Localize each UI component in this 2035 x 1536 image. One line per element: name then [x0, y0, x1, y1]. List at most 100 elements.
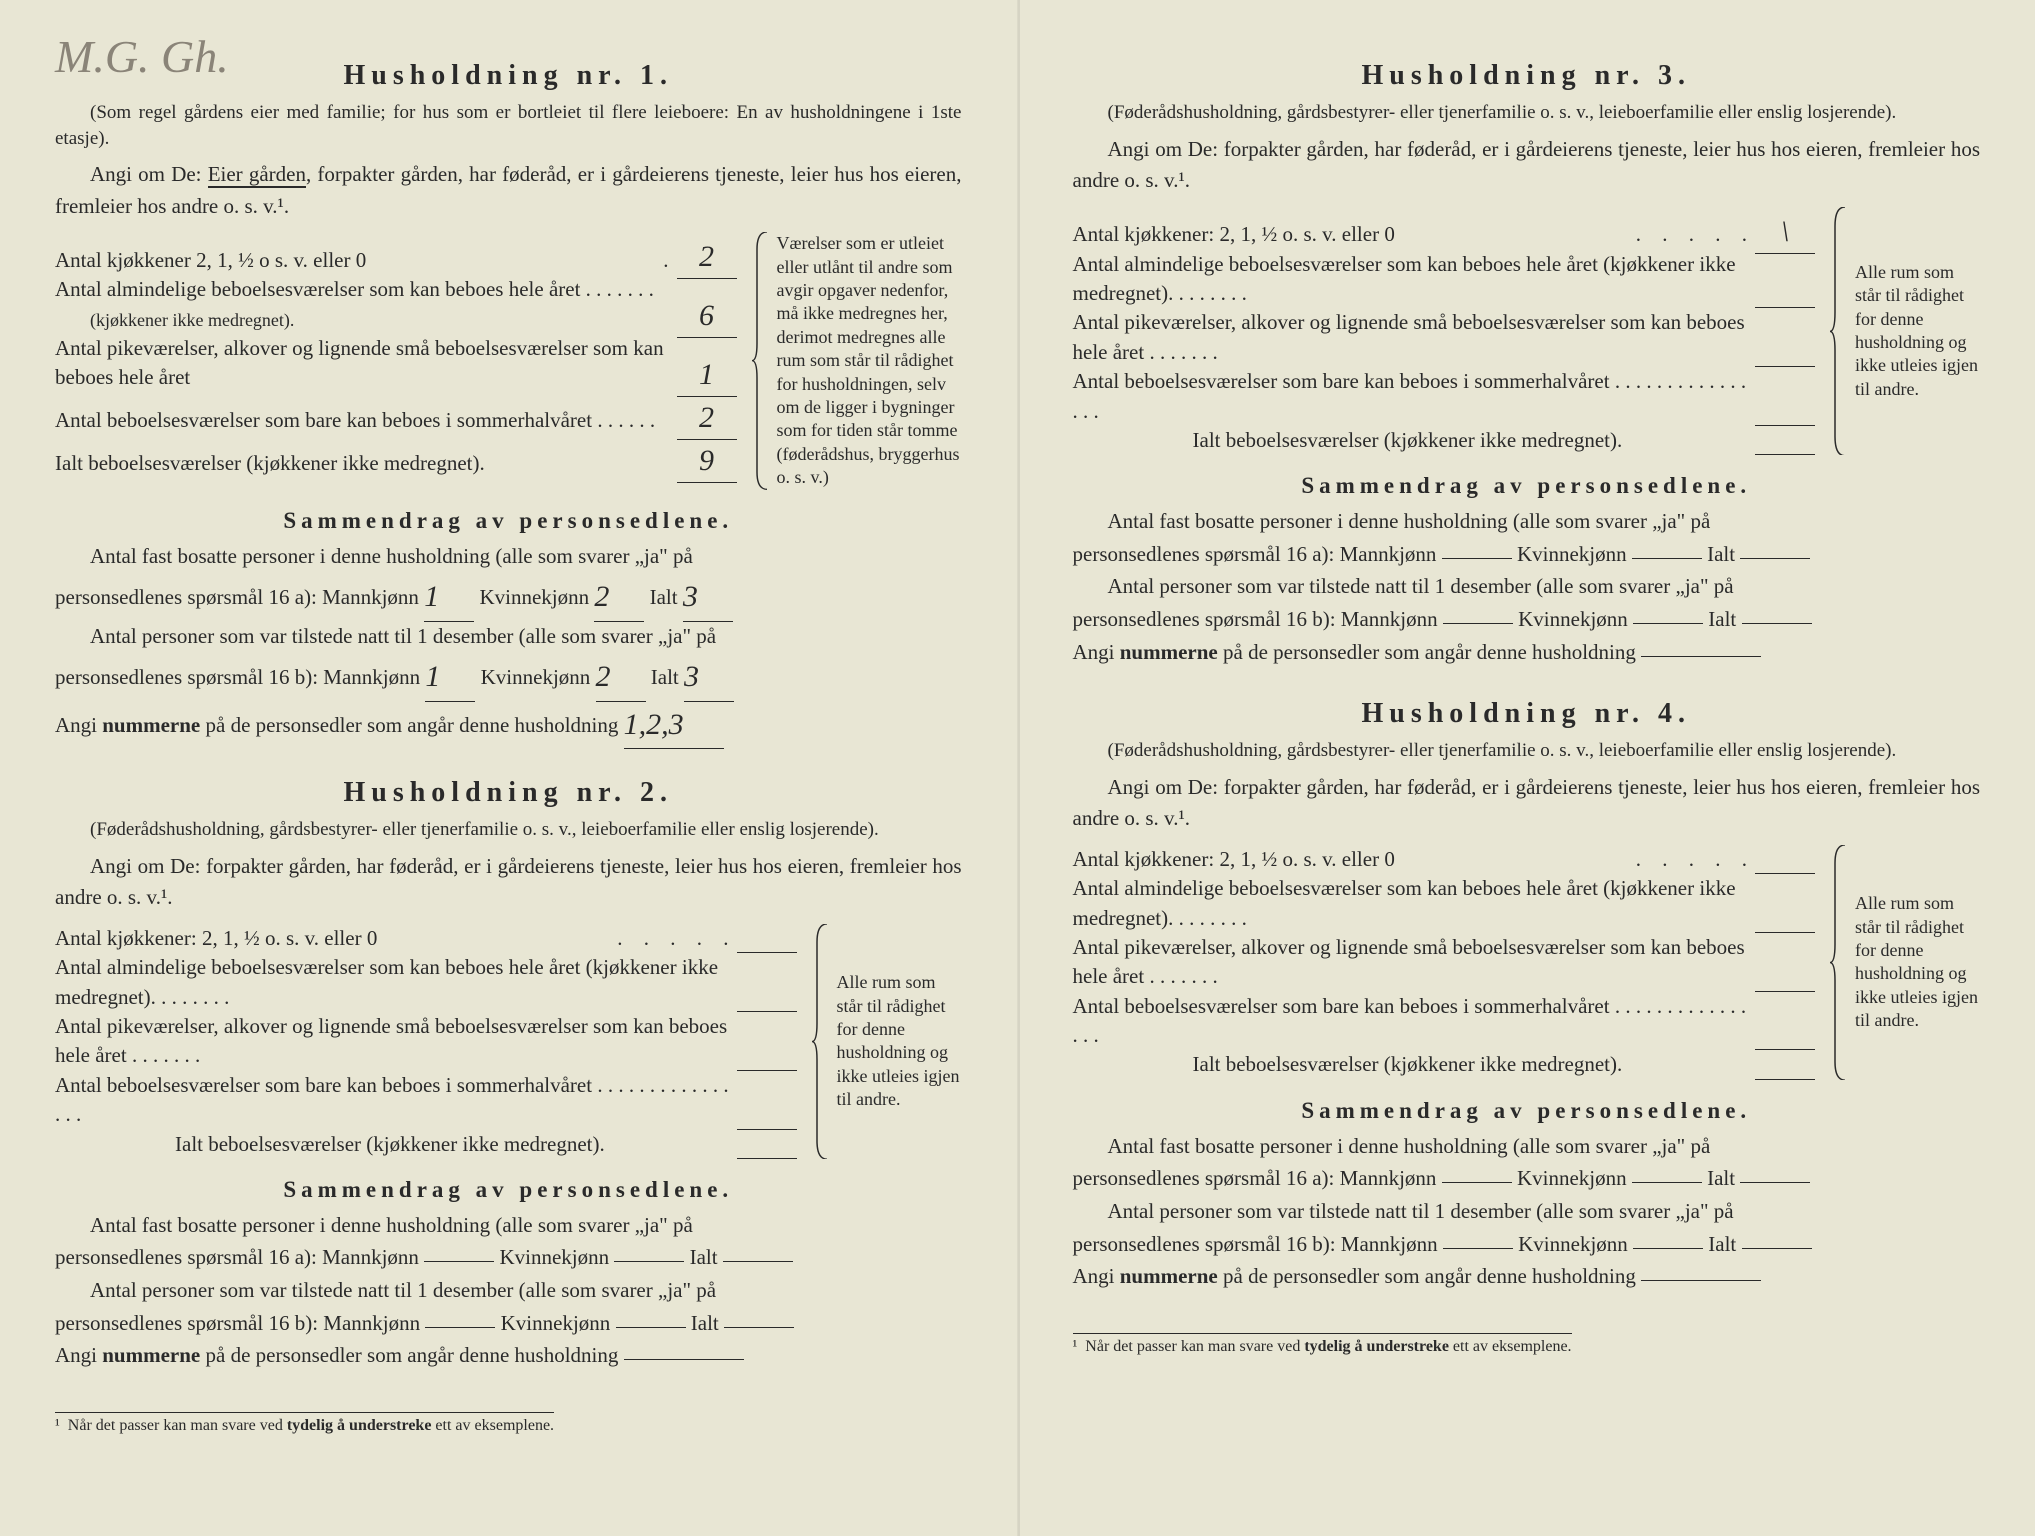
rooms-label: Antal almindelige beboelsesværelser som … — [55, 277, 580, 301]
kitchens-label2: Antal kjøkkener: 2, 1, ½ o. s. v. eller … — [55, 924, 617, 953]
kv-label2c: Kvinnekjønn — [501, 1311, 611, 1335]
hh3-rows: Antal kjøkkener: 2, 1, ½ o. s. v. eller … — [1073, 207, 1981, 456]
s1b-label: personsedlenes spørsmål 16 a): Mannkjønn — [55, 585, 419, 609]
dots: . — [663, 246, 676, 275]
s2b-label2: personsedlenes spørsmål 16 b): Mannkjønn — [55, 1311, 420, 1335]
brace-icon — [1830, 207, 1850, 456]
dots: . . . . . . . — [586, 277, 654, 301]
pike-value: 1 — [677, 354, 737, 397]
kitchens-value2 — [737, 929, 797, 953]
hh3-subtitle: (Føderådshusholdning, gårdsbestyrer- ell… — [1073, 100, 1981, 126]
hh2-rows: Antal kjøkkener: 2, 1, ½ o. s. v. eller … — [55, 924, 962, 1159]
kitchens-value3: \ — [1755, 211, 1815, 254]
k2-val: 2 — [596, 654, 646, 702]
s1b-label3: personsedlenes spørsmål 16 a): Mannkjønn — [1073, 542, 1437, 566]
i1-val2 — [723, 1261, 793, 1262]
handwritten-annotation: M.G. Gh. — [55, 30, 229, 83]
row-pike: Antal pikeværelser, alkover og lignende … — [55, 334, 737, 393]
i2-val4 — [1742, 1248, 1812, 1249]
dots: . . . . . . . — [161, 985, 229, 1009]
ialt-label3: Ialt — [690, 1245, 718, 1269]
row-rooms: Antal almindelige beboelsesværelser som … — [55, 275, 737, 334]
dots: . . . . . . . — [1149, 964, 1217, 988]
i2-val2 — [724, 1327, 794, 1328]
rooms-note: (kjøkkener ikke medregnet). — [55, 310, 294, 330]
left-page: M.G. Gh. Husholdning nr. 1. (Som regel g… — [0, 0, 1018, 1536]
hh4-s2b: personsedlenes spørsmål 16 b): Mannkjønn… — [1073, 1228, 1981, 1261]
dots: . . . . . — [1636, 845, 1755, 874]
hh1-s1b: personsedlenes spørsmål 16 a): Mannkjønn… — [55, 572, 962, 620]
rooms-label2: Antal almindelige beboelsesværelser som … — [55, 955, 718, 1008]
m1-val: 1 — [424, 574, 474, 622]
brace-icon — [1830, 845, 1850, 1080]
footnote-num: ¹ — [55, 1417, 60, 1434]
hh4-numbers: Angi nummerne på de personsedler som ang… — [1073, 1260, 1981, 1293]
s1b-label2: personsedlenes spørsmål 16 a): Mannkjønn — [55, 1245, 419, 1269]
hh2-brace-note: Alle rum som står til rådighet for denne… — [812, 924, 962, 1159]
household-2: Husholdning nr. 2. (Føderådshusholdning,… — [55, 777, 962, 1372]
summer-value: 2 — [677, 397, 737, 440]
row-summer2: Antal beboelsesværelser som bare kan beb… — [55, 1071, 797, 1130]
total-label3: Ialt beboelsesværelser (kjøkkener ikke m… — [1193, 426, 1756, 455]
hh3-s2a: Antal personer som var tilstede natt til… — [1073, 570, 1981, 603]
ialt-label5: Ialt — [1707, 542, 1735, 566]
footnote-text2: Når det passer kan man svare ved tydelig… — [1085, 1338, 1571, 1355]
row-summer4: Antal beboelsesværelser som bare kan beb… — [1073, 992, 1816, 1051]
hh1-s1a: Antal fast bosatte personer i denne hush… — [55, 540, 962, 573]
rooms-label4: Antal almindelige beboelsesværelser som … — [1073, 876, 1736, 929]
kitchens-value4 — [1755, 850, 1815, 874]
brace-icon — [812, 924, 832, 1159]
summer-label2: Antal beboelsesværelser som bare kan beb… — [55, 1073, 592, 1097]
hh3-brace-note: Alle rum som står til rådighet for denne… — [1830, 207, 1980, 456]
row-total: Ialt beboelsesværelser (kjøkkener ikke m… — [55, 436, 737, 479]
num-prefix4: Angi nummerne på de personsedler som ang… — [1073, 1264, 1636, 1288]
hh3-s1b: personsedlenes spørsmål 16 a): Mannkjønn… — [1073, 538, 1981, 571]
hh3-angi: Angi om De: forpakter gården, har føderå… — [1073, 134, 1981, 197]
num-val: 1,2,3 — [624, 702, 724, 750]
pike-value4 — [1755, 968, 1815, 992]
brace-text4: Alle rum som står til rådighet for denne… — [1855, 892, 1980, 1032]
kv-label: Kvinnekjønn — [479, 585, 589, 609]
i2-val: 3 — [684, 654, 734, 702]
footnote-text: Når det passer kan man svare ved tydelig… — [68, 1417, 554, 1434]
m1-val2 — [424, 1261, 494, 1262]
hh1-rows: Antal kjøkkener 2, 1, ½ o s. v. eller 0 … — [55, 232, 962, 489]
s1b-label4: personsedlenes spørsmål 16 a): Mannkjønn — [1073, 1166, 1437, 1190]
i1-val4 — [1740, 1182, 1810, 1183]
hh4-title: Husholdning nr. 4. — [1073, 698, 1981, 730]
summer-label: Antal beboelsesværelser som bare kan beb… — [55, 408, 592, 432]
num-prefix2: Angi nummerne på de personsedler som ang… — [55, 1343, 618, 1367]
row-kitchens3: Antal kjøkkener: 2, 1, ½ o. s. v. eller … — [1073, 207, 1816, 250]
total-value4 — [1755, 1056, 1815, 1080]
hh2-subtitle: (Føderådshusholdning, gårdsbestyrer- ell… — [55, 817, 962, 843]
summer-label4: Antal beboelsesværelser som bare kan beb… — [1073, 994, 1610, 1018]
right-page: Husholdning nr. 3. (Føderådshusholdning,… — [1018, 0, 2035, 1536]
row-rooms2: Antal almindelige beboelsesværelser som … — [55, 953, 797, 1012]
m2-val4 — [1443, 1248, 1513, 1249]
total-label4: Ialt beboelsesværelser (kjøkkener ikke m… — [1193, 1050, 1756, 1079]
hh1-s2a: Antal personer som var tilstede natt til… — [55, 620, 962, 653]
rooms-label3: Antal almindelige beboelsesværelser som … — [1073, 252, 1736, 305]
m2-val3 — [1443, 623, 1513, 624]
summer-value4 — [1755, 1026, 1815, 1050]
kv-label2b: Kvinnekjønn — [499, 1245, 609, 1269]
hh1-angi: Angi om De: Eier gården, forpakter gårde… — [55, 159, 962, 222]
m2-val2 — [425, 1327, 495, 1328]
dots: . . . . . — [1636, 220, 1755, 249]
k2-val3 — [1633, 623, 1703, 624]
summer-value2 — [737, 1106, 797, 1130]
hh3-s2b: personsedlenes spørsmål 16 b): Mannkjønn… — [1073, 603, 1981, 636]
s2b-label3: personsedlenes spørsmål 16 b): Mannkjønn — [1073, 607, 1438, 631]
k1-val: 2 — [594, 574, 644, 622]
i1-val3 — [1740, 558, 1810, 559]
kv-label4b: Kvinnekjønn — [1518, 1232, 1628, 1256]
row-kitchens: Antal kjøkkener 2, 1, ½ o s. v. eller 0 … — [55, 232, 737, 275]
row-rooms3: Antal almindelige beboelsesværelser som … — [1073, 250, 1816, 309]
pike-value2 — [737, 1047, 797, 1071]
row-summer3: Antal beboelsesværelser som bare kan beb… — [1073, 367, 1816, 426]
hh4-subtitle: (Føderådshusholdning, gårdsbestyrer- ell… — [1073, 738, 1981, 764]
hh2-summary-title: Sammendrag av personsedlene. — [55, 1177, 962, 1203]
row-summer: Antal beboelsesværelser som bare kan beb… — [55, 393, 737, 436]
hh2-s2a: Antal personer som var tilstede natt til… — [55, 1274, 962, 1307]
kv-label3b: Kvinnekjønn — [1518, 607, 1628, 631]
